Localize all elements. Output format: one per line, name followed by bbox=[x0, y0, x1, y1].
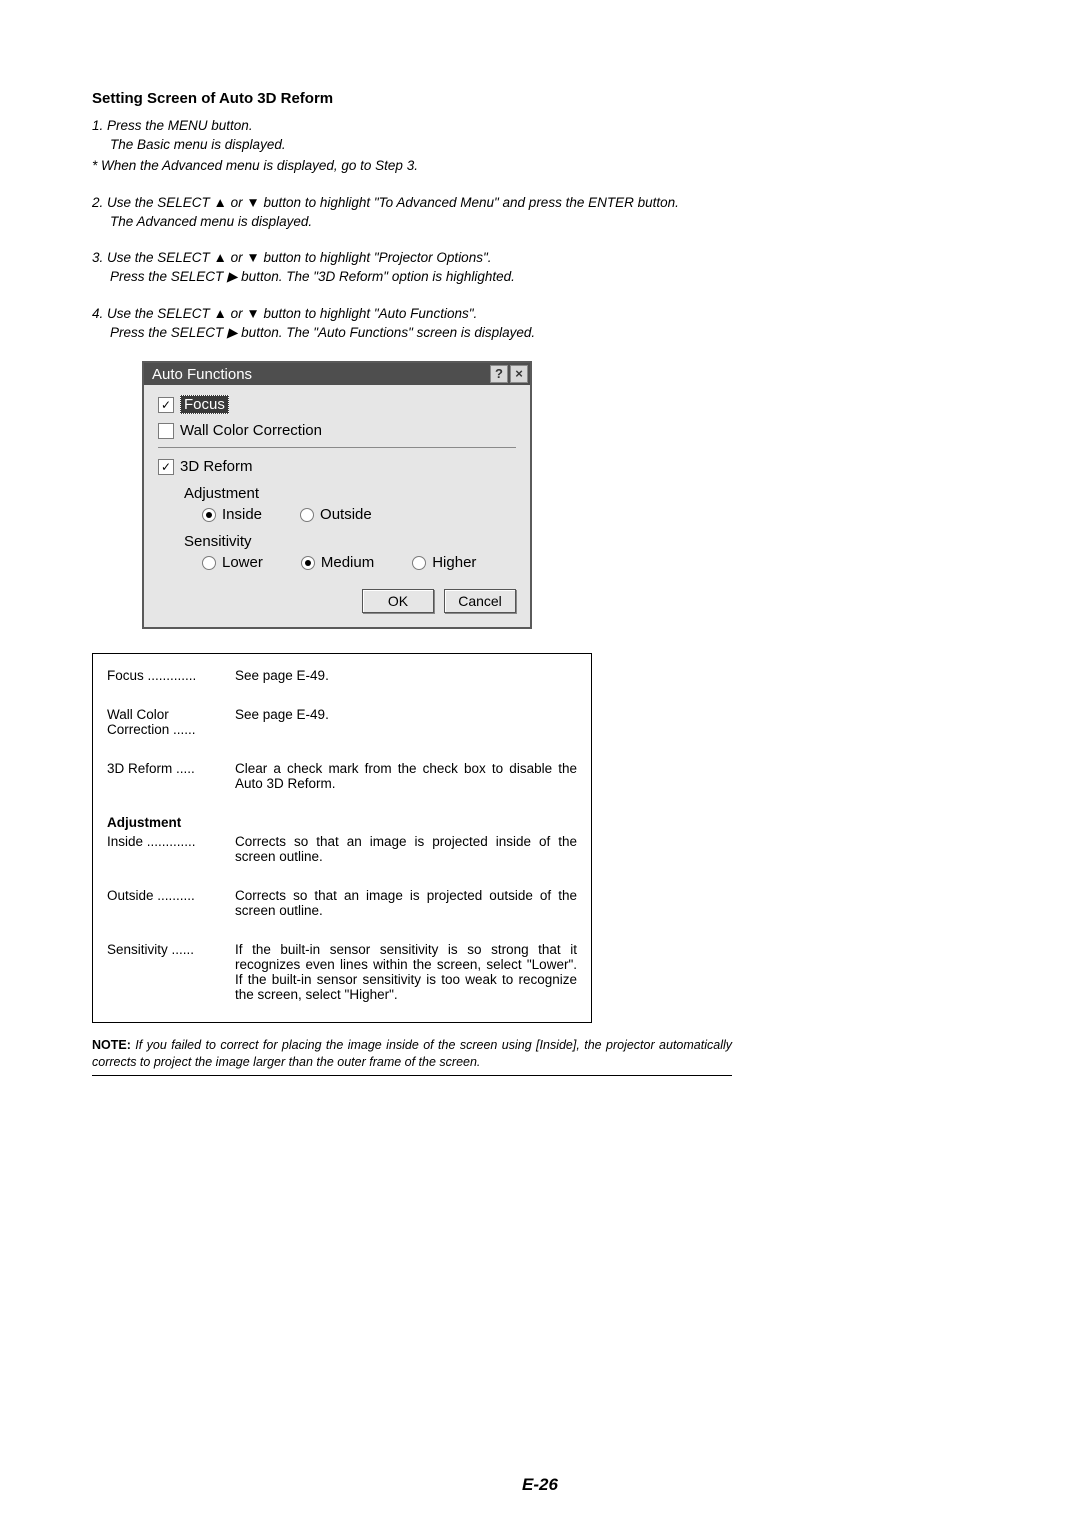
dialog-body: ✓ Focus Wall Color Correction ✓ 3D Refor… bbox=[144, 385, 530, 627]
step-1-line2: The Basic menu is displayed. bbox=[110, 137, 286, 152]
ok-button[interactable]: OK bbox=[362, 589, 434, 613]
info-focus-term: Focus ............. bbox=[107, 668, 235, 683]
radio-higher-button[interactable] bbox=[412, 556, 426, 570]
info-outside: Outside .......... Corrects so that an i… bbox=[107, 888, 577, 918]
info-box: Focus ............. See page E-49. Wall … bbox=[92, 653, 592, 1023]
radio-lower-button[interactable] bbox=[202, 556, 216, 570]
note-block: NOTE: If you failed to correct for placi… bbox=[92, 1037, 732, 1076]
step-1-note: * When the Advanced menu is displayed, g… bbox=[92, 157, 732, 176]
info-reform: 3D Reform ..... Clear a check mark from … bbox=[107, 761, 577, 791]
radio-medium-button[interactable] bbox=[301, 556, 315, 570]
step-1-line1: 1. Press the MENU button. bbox=[92, 118, 253, 133]
reform-checkbox-row[interactable]: ✓ 3D Reform bbox=[158, 458, 516, 475]
info-inside: Inside ............. Corrects so that an… bbox=[107, 834, 577, 864]
radio-higher[interactable]: Higher bbox=[412, 554, 476, 571]
info-wallcolor-desc: See page E-49. bbox=[235, 707, 577, 737]
step-3: 3. Use the SELECT ▲ or ▼ button to highl… bbox=[92, 249, 732, 287]
dialog-titlebar: Auto Functions ? × bbox=[144, 363, 530, 385]
step-4: 4. Use the SELECT ▲ or ▼ button to highl… bbox=[92, 305, 732, 343]
page-number: E-26 bbox=[0, 1475, 1080, 1495]
reform-options: Adjustment Inside Outside Sensitivity bbox=[158, 485, 516, 571]
wallcolor-label: Wall Color Correction bbox=[180, 422, 322, 439]
info-outside-term: Outside .......... bbox=[107, 888, 235, 918]
focus-label: Focus bbox=[180, 395, 229, 414]
sensitivity-radio-row: Lower Medium Higher bbox=[184, 554, 516, 571]
step-2-line1: 2. Use the SELECT ▲ or ▼ button to highl… bbox=[92, 195, 679, 210]
radio-higher-label: Higher bbox=[432, 554, 476, 571]
info-reform-desc: Clear a check mark from the check box to… bbox=[235, 761, 577, 791]
info-adjustment-head: Adjustment bbox=[107, 815, 577, 830]
radio-lower[interactable]: Lower bbox=[202, 554, 263, 571]
wallcolor-checkbox-row[interactable]: Wall Color Correction bbox=[158, 422, 516, 439]
radio-lower-label: Lower bbox=[222, 554, 263, 571]
step-2-line2: The Advanced menu is displayed. bbox=[110, 214, 312, 229]
step-3-line2: Press the SELECT ▶ button. The "3D Refor… bbox=[110, 269, 515, 284]
adjustment-radio-row: Inside Outside bbox=[184, 506, 516, 523]
info-reform-term: 3D Reform ..... bbox=[107, 761, 235, 791]
info-outside-desc: Corrects so that an image is projected o… bbox=[235, 888, 577, 918]
help-icon[interactable]: ? bbox=[490, 365, 508, 383]
note-label: NOTE: bbox=[92, 1038, 131, 1052]
radio-outside-label: Outside bbox=[320, 506, 372, 523]
radio-inside-label: Inside bbox=[222, 506, 262, 523]
radio-medium-label: Medium bbox=[321, 554, 374, 571]
reform-checkbox[interactable]: ✓ bbox=[158, 459, 174, 475]
focus-checkbox[interactable]: ✓ bbox=[158, 397, 174, 413]
adjustment-label: Adjustment bbox=[184, 485, 516, 502]
step-4-line2: Press the SELECT ▶ button. The "Auto Fun… bbox=[110, 325, 535, 340]
dialog-title: Auto Functions bbox=[152, 366, 252, 383]
info-sensitivity-term: Sensitivity ...... bbox=[107, 942, 235, 1002]
section-heading: Setting Screen of Auto 3D Reform bbox=[92, 90, 732, 107]
note-text: If you failed to correct for placing the… bbox=[92, 1038, 732, 1069]
step-3-line1: 3. Use the SELECT ▲ or ▼ button to highl… bbox=[92, 250, 492, 265]
info-focus: Focus ............. See page E-49. bbox=[107, 668, 577, 683]
info-focus-desc: See page E-49. bbox=[235, 668, 577, 683]
radio-inside-button[interactable] bbox=[202, 508, 216, 522]
close-icon[interactable]: × bbox=[510, 365, 528, 383]
wallcolor-checkbox[interactable] bbox=[158, 423, 174, 439]
sensitivity-label: Sensitivity bbox=[184, 533, 516, 550]
info-inside-desc: Corrects so that an image is projected i… bbox=[235, 834, 577, 864]
reform-label: 3D Reform bbox=[180, 458, 253, 475]
info-sensitivity-desc: If the built-in sensor sensitivity is so… bbox=[235, 942, 577, 1002]
focus-checkbox-row[interactable]: ✓ Focus bbox=[158, 395, 516, 414]
radio-medium[interactable]: Medium bbox=[301, 554, 374, 571]
dialog-buttons: OK Cancel bbox=[158, 589, 516, 613]
info-wallcolor: Wall Color Correction ...... See page E-… bbox=[107, 707, 577, 737]
step-2: 2. Use the SELECT ▲ or ▼ button to highl… bbox=[92, 194, 732, 232]
radio-inside[interactable]: Inside bbox=[202, 506, 262, 523]
step-4-line1: 4. Use the SELECT ▲ or ▼ button to highl… bbox=[92, 306, 477, 321]
step-1: 1. Press the MENU button. The Basic menu… bbox=[92, 117, 732, 155]
radio-outside[interactable]: Outside bbox=[300, 506, 372, 523]
info-wallcolor-term: Wall Color Correction ...... bbox=[107, 707, 235, 737]
cancel-button[interactable]: Cancel bbox=[444, 589, 516, 613]
info-inside-term: Inside ............. bbox=[107, 834, 235, 864]
radio-outside-button[interactable] bbox=[300, 508, 314, 522]
dialog-divider bbox=[158, 447, 516, 448]
steps-block: 1. Press the MENU button. The Basic menu… bbox=[92, 117, 732, 343]
auto-functions-dialog: Auto Functions ? × ✓ Focus Wall Color Co… bbox=[142, 361, 532, 629]
info-sensitivity: Sensitivity ...... If the built-in senso… bbox=[107, 942, 577, 1002]
